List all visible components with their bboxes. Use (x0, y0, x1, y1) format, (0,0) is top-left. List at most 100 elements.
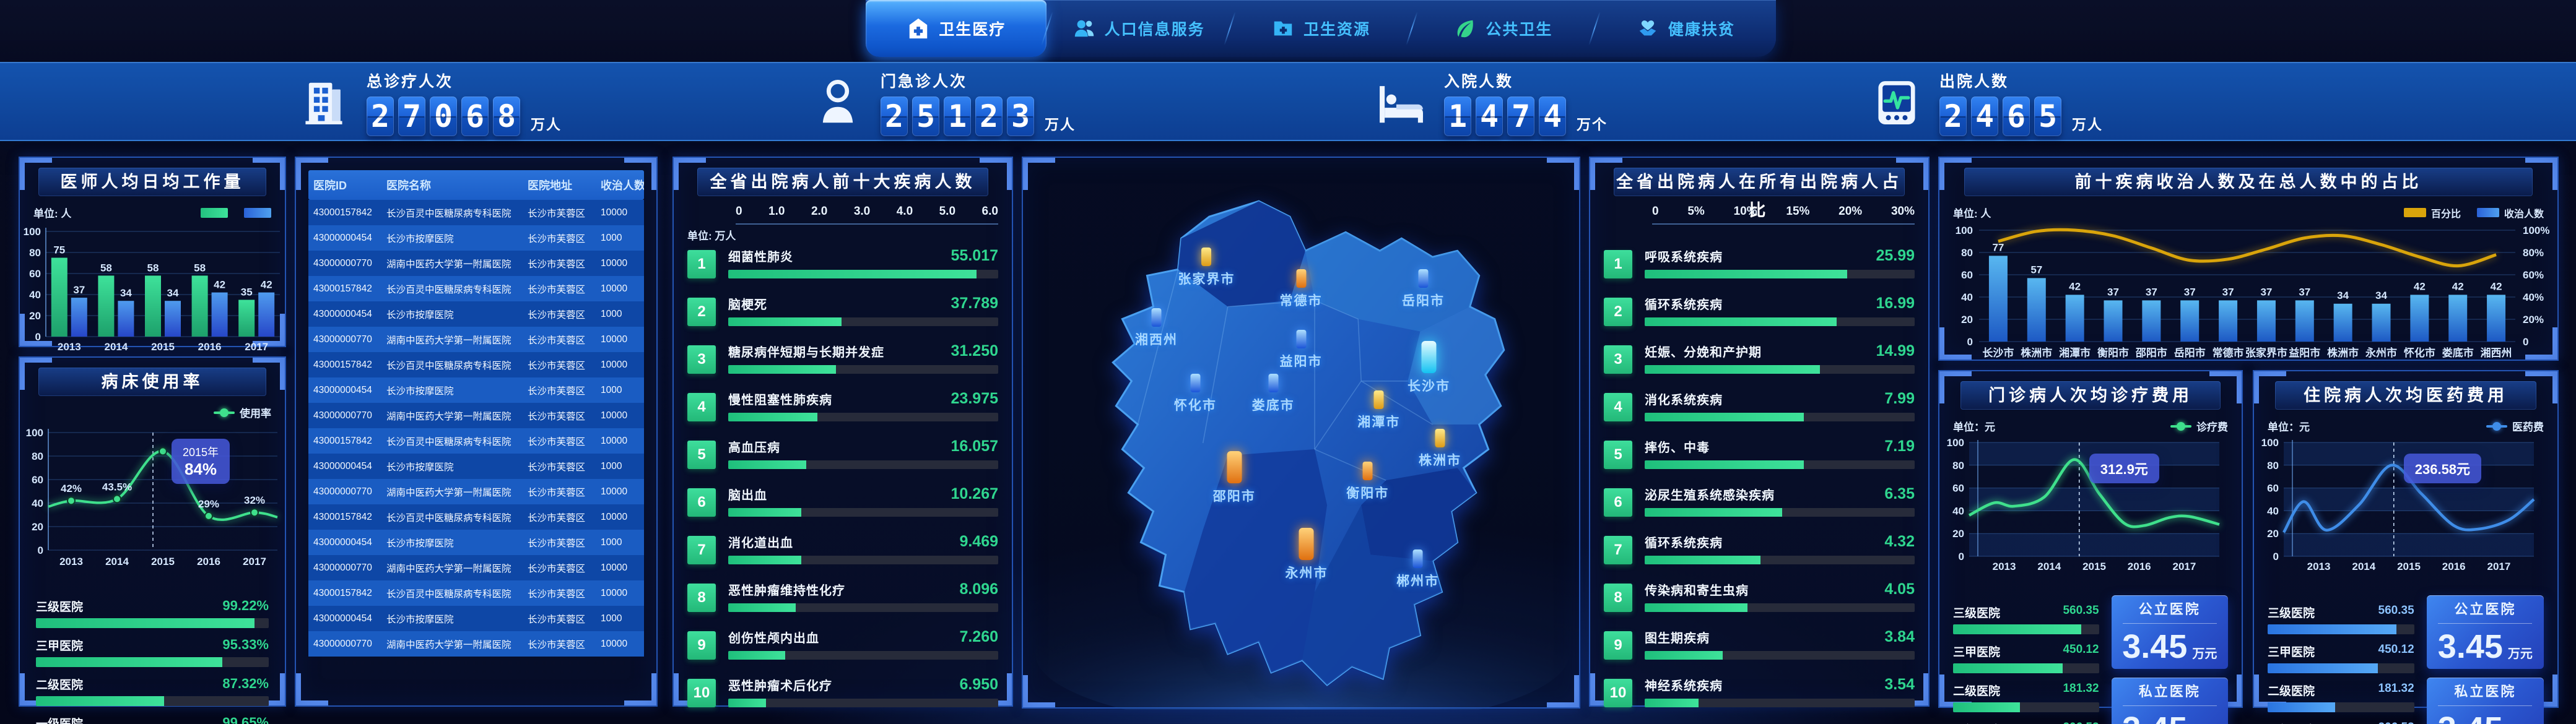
rank-badge: 1 (687, 250, 716, 278)
table-row[interactable]: 43000000770 湖南中医药大学第一附属医院 长沙市芙蓉区 10000 (308, 327, 644, 352)
table-row[interactable]: 43000000770 湖南中医药大学第一附属医院 长沙市芙蓉区 10000 (308, 403, 644, 428)
axis-tick: 1.0 (768, 205, 785, 218)
city-marker-株洲市[interactable]: 株洲市 (1419, 429, 1461, 469)
city-marker-永州市[interactable]: 永州市 (1285, 527, 1328, 582)
table-row[interactable]: 43000157842 长沙百灵中医糖尿病专科医院 长沙市芙蓉区 10000 (308, 276, 644, 301)
axis: 0 5% 10% 15% 20% 30% (1652, 205, 1915, 225)
city-marker-常德市[interactable]: 常德市 (1280, 269, 1323, 309)
city-marker-娄底市[interactable]: 娄底市 (1252, 374, 1295, 414)
tab-卫生资源[interactable]: 卫生资源 (1230, 0, 1411, 57)
tab-卫生医疗[interactable]: 卫生医疗 (866, 0, 1047, 57)
svg-text:37: 37 (2299, 286, 2310, 298)
bar-track (728, 365, 998, 374)
flip-digit: 5 (2034, 97, 2061, 136)
fee-row: 二级医院 181.32 (1953, 682, 2099, 712)
svg-text:34: 34 (120, 287, 132, 299)
rank-badge: 5 (687, 441, 716, 469)
fee-value: 450.12 (2378, 643, 2414, 656)
city-marker-衡阳市[interactable]: 衡阳市 (1346, 462, 1389, 502)
city-marker-湘西州[interactable]: 湘西州 (1135, 308, 1178, 348)
disease-value: 10.267 (951, 485, 998, 502)
svg-text:20%: 20% (2523, 314, 2544, 325)
rank-row: 9 图生期疾病 3.84 (1604, 628, 1915, 660)
svg-text:60: 60 (32, 474, 43, 486)
svg-text:42: 42 (2491, 280, 2502, 292)
city-marker-湘潭市[interactable]: 湘潭市 (1357, 390, 1400, 431)
table-row[interactable]: 43000000454 长沙市按摩医院 长沙市芙蓉区 1000 (308, 530, 644, 555)
city-label: 张家界市 (1178, 272, 1235, 287)
hunan-map: 湘西州 张家界市 常德市 岳阳市 益阳市 长沙市 怀化市 娄底市 湘潭市 株洲市… (1023, 158, 1579, 710)
table-row[interactable]: 43000000770 湖南中医药大学第一附属医院 长沙市芙蓉区 10000 (308, 251, 644, 276)
panel-title: 全省出院病人前十大疾病人数 (697, 168, 988, 196)
svg-text:0: 0 (35, 331, 41, 343)
table-row[interactable]: 43000000454 长沙市按摩医院 长沙市芙蓉区 1000 (308, 377, 644, 403)
rank-badge: 7 (1604, 536, 1632, 564)
card-title: 私立医院 (2438, 681, 2533, 706)
bar-fill (1645, 651, 1723, 660)
rank-row: 6 泌尿生殖系统感染疾病 6.35 (1604, 485, 1915, 517)
rank-row: 3 糖尿病伴短期与长期并发症 31.250 (687, 342, 998, 374)
city-marker-长沙市[interactable]: 长沙市 (1408, 340, 1450, 395)
svg-text:永州市: 永州市 (2365, 347, 2397, 359)
fee-stats: 三级医院 560.35 三甲医院 450.12 二级医院 181.32 一级医院… (1953, 595, 2099, 724)
city-marker-邵阳市[interactable]: 邵阳市 (1212, 450, 1256, 505)
tab-公共卫生[interactable]: 公共卫生 (1412, 0, 1593, 57)
svg-text:100: 100 (1956, 225, 1973, 236)
svg-text:58: 58 (147, 262, 159, 274)
table-row[interactable]: 43000000454 长沙市按摩医院 长沙市芙蓉区 1000 (308, 225, 644, 251)
city-marker-郴州市[interactable]: 郴州市 (1396, 549, 1439, 590)
marker-pillar-icon (1362, 462, 1373, 481)
bed-icon (1380, 86, 1423, 123)
svg-text:2017: 2017 (2173, 561, 2196, 572)
city-marker-益阳市[interactable]: 益阳市 (1280, 330, 1323, 370)
city-marker-岳阳市[interactable]: 岳阳市 (1402, 269, 1445, 309)
table-row[interactable]: 43000000770 湖南中医药大学第一附属医院 长沙市芙蓉区 10000 (308, 479, 644, 504)
bar-track (728, 699, 998, 707)
marker-pillar-icon (1151, 308, 1162, 327)
disease-label: 神经系统疾病 (1645, 679, 1723, 693)
svg-text:怀化市: 怀化市 (2404, 347, 2435, 359)
svg-text:益阳市: 益阳市 (2289, 347, 2320, 359)
table-row[interactable]: 43000157842 长沙百灵中医糖尿病专科医院 长沙市芙蓉区 10000 (308, 580, 644, 606)
hospital-level-label: 三甲医院 (1953, 646, 2001, 659)
table-row[interactable]: 43000000454 长沙市按摩医院 长沙市芙蓉区 1000 (308, 454, 644, 479)
fee-value: 206.53 (2063, 721, 2099, 724)
svg-text:20: 20 (1952, 528, 1964, 540)
building-icon (305, 82, 342, 124)
fee-card-公立医院: 公立医院 3.45 万元 (2426, 595, 2544, 669)
table-row[interactable]: 43000000770 湖南中医药大学第一附属医院 长沙市芙蓉区 10000 (308, 631, 644, 657)
table-row[interactable]: 43000157842 长沙百灵中医糖尿病专科医院 长沙市芙蓉区 10000 (308, 352, 644, 377)
table-row[interactable]: 43000000454 长沙市按摩医院 长沙市芙蓉区 1000 (308, 606, 644, 631)
bar-track (728, 651, 998, 660)
table-row[interactable]: 43000157842 长沙百灵中医糖尿病专科医院 长沙市芙蓉区 10000 (308, 200, 644, 225)
bar-fill (1645, 508, 1783, 517)
top-diseases-list: 1 细菌性肺炎 55.017 2 脑梗死 37.789 3 糖尿病伴短期与长期并… (674, 225, 1012, 707)
axis-tick: 6.0 (981, 205, 998, 218)
col-header: 收治人数 (601, 179, 644, 192)
bar-fill (728, 317, 842, 326)
fee-row: 三级医院 560.35 (2268, 604, 2414, 634)
bar-track (1645, 651, 1915, 660)
flip-digit: 5 (912, 97, 939, 136)
svg-text:常德市: 常德市 (2213, 347, 2244, 359)
disease-value: 6.950 (959, 676, 998, 693)
table-row[interactable]: 43000157842 长沙百灵中医糖尿病专科医院 长沙市芙蓉区 10000 (308, 504, 644, 530)
tab-健康扶贫[interactable]: 健康扶贫 (1595, 0, 1776, 57)
city-label: 邵阳市 (1212, 489, 1256, 504)
table-row[interactable]: 43000000454 长沙市按摩医院 长沙市芙蓉区 1000 (308, 301, 644, 327)
tab-人口信息服务[interactable]: 人口信息服务 (1048, 0, 1229, 57)
rank-row: 5 高血压病 16.057 (687, 437, 998, 469)
fee-value: 560.35 (2378, 604, 2414, 617)
table-row[interactable]: 43000000770 湖南中医药大学第一附属医院 长沙市芙蓉区 10000 (308, 555, 644, 580)
city-marker-张家界市[interactable]: 张家界市 (1178, 247, 1235, 288)
leaf-icon (1458, 20, 1474, 38)
svg-text:42%: 42% (61, 483, 82, 494)
kpi-label: 门急诊人次 (881, 73, 968, 90)
city-label: 常德市 (1279, 294, 1323, 309)
bar-track (728, 460, 998, 469)
table-row[interactable]: 43000157842 长沙百灵中医糖尿病专科医院 长沙市芙蓉区 10000 (308, 428, 644, 454)
city-marker-怀化市[interactable]: 怀化市 (1174, 374, 1217, 414)
rank-row: 4 消化系统疾病 7.99 (1604, 390, 1915, 421)
marker-pillar-icon (1435, 429, 1445, 447)
